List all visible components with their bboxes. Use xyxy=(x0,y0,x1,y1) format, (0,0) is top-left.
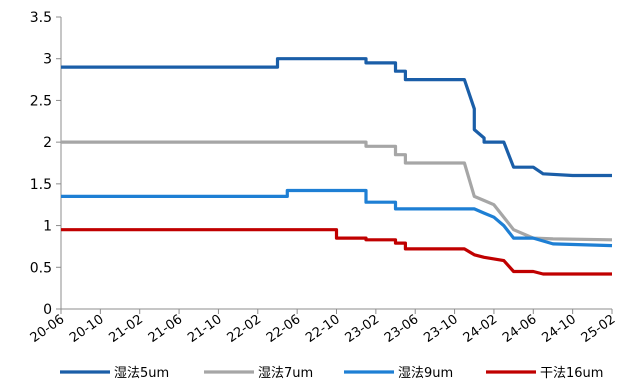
series-line-1 xyxy=(61,140,613,242)
y-tick-label: 1.5 xyxy=(30,177,52,193)
series-lines xyxy=(61,57,613,276)
x-tick-label: 25-02 xyxy=(579,312,619,346)
series-line-3 xyxy=(61,228,612,276)
x-tick-label: 24-02 xyxy=(461,312,501,346)
axes: 00.511.522.533.520-06 20-10 21-02 21-06 21-1… xyxy=(28,10,619,346)
x-tick-label: 24-06 xyxy=(500,312,540,346)
x-tick-label: 20-10 xyxy=(67,312,107,346)
x-tick-label: 22-02 xyxy=(225,312,265,346)
x-tick-label: 21-10 xyxy=(185,312,225,346)
x-tick-label: 21-06 xyxy=(146,312,186,346)
legend-label-0: 湿法5um xyxy=(114,366,169,381)
x-tick-label: 24-10 xyxy=(539,312,579,346)
legend: 湿法5um 湿法7um 湿法9um 干法16um xyxy=(60,366,603,381)
x-tick-label: 23-02 xyxy=(343,312,383,346)
y-tick-label: 1 xyxy=(43,219,52,235)
x-tick-label: 21-02 xyxy=(106,312,146,346)
y-tick-label: 3 xyxy=(43,52,52,68)
y-tick-label: 3.5 xyxy=(30,10,52,26)
legend-label-1: 湿法7um xyxy=(258,366,313,381)
legend-label-3: 干法16um xyxy=(540,366,603,381)
legend-label-2: 湿法9um xyxy=(398,366,453,381)
y-tick-label: 0 xyxy=(43,302,52,318)
y-tick-label: 2 xyxy=(43,135,52,151)
x-tick-label: 22-06 xyxy=(264,312,304,346)
x-tick-label: 23-06 xyxy=(382,312,422,346)
y-tick-label: 0.5 xyxy=(30,260,52,276)
series-line-0 xyxy=(61,57,612,178)
y-tick-label: 2.5 xyxy=(30,93,52,109)
series-line-2 xyxy=(61,188,613,248)
x-tick-label: 22-10 xyxy=(303,312,343,346)
x-tick-label: 23-10 xyxy=(421,312,461,346)
